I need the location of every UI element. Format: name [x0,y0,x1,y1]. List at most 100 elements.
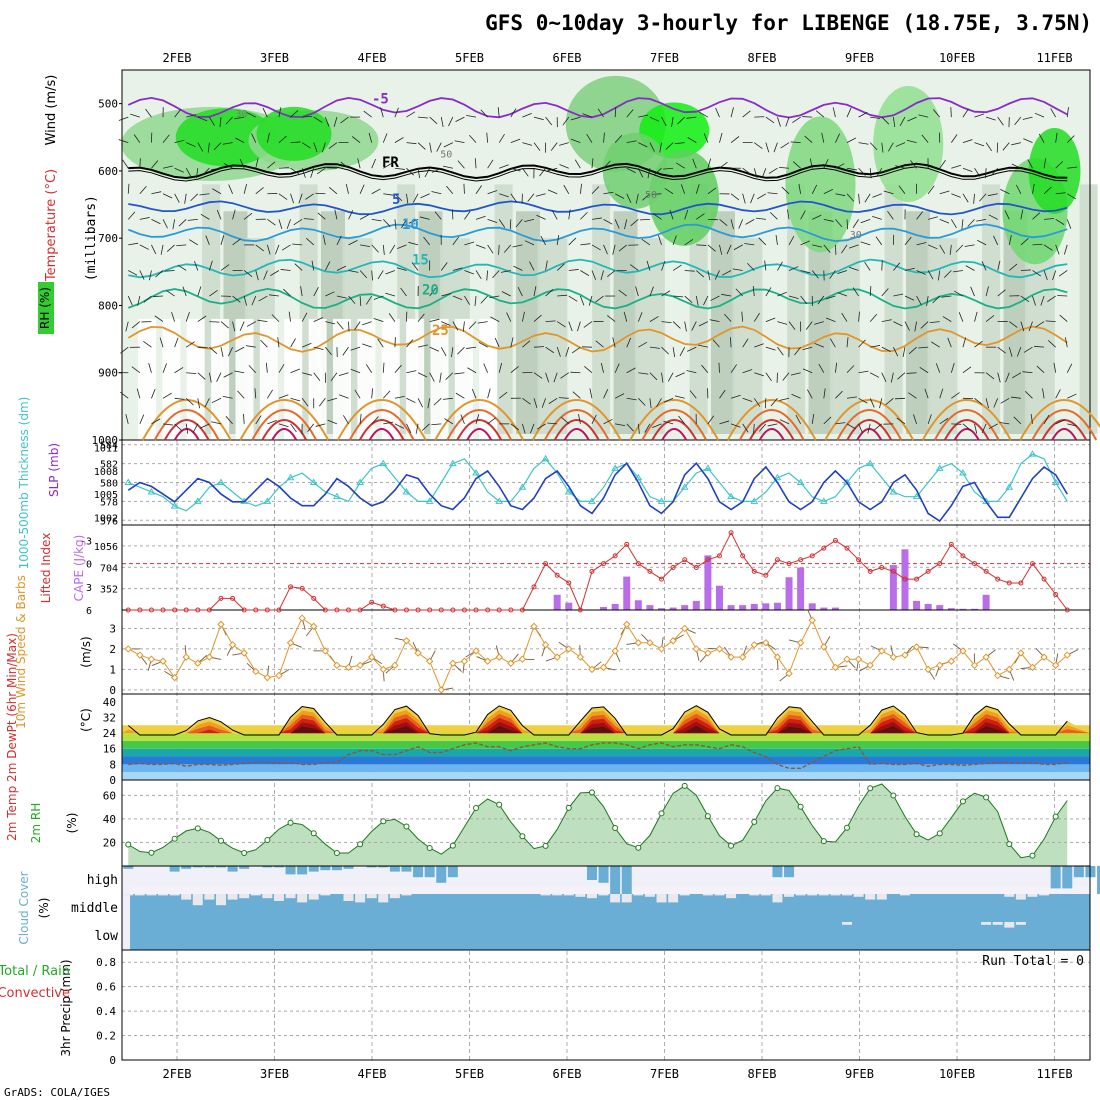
wind-barb [194,260,199,271]
wind-barb [442,165,453,169]
wind-barb [649,316,659,322]
wind-barb [417,398,423,408]
cloud-cell-middle [262,894,273,899]
wind-barb [270,270,280,276]
wind-barb [234,116,245,120]
cape-bar [553,594,561,610]
wind-barb [382,362,385,373]
slp-tick: 1008 [94,467,118,478]
wind-barb [761,168,767,178]
thickness-point [796,478,805,485]
wind-barb [860,241,871,246]
wind-barb [802,346,813,351]
wind-barb [881,346,891,353]
wind-barb [467,367,477,374]
wind-barb [907,116,917,122]
wind-barb [722,270,732,276]
wind-barb [394,337,396,348]
cloud-cell-middle [401,894,412,896]
li-point [1018,580,1024,586]
wind-barb [651,193,662,195]
li-point [589,568,595,574]
wind-barb [935,363,941,373]
wind-barb [663,420,674,425]
wind-barb [881,260,883,271]
wind-barb [315,192,326,195]
wind-barb [464,241,475,246]
wind-barb [1042,388,1045,399]
temp-cell-contour [563,428,590,441]
wind-barb [172,219,176,230]
wind-barb [603,244,608,255]
wind-barb [846,423,856,430]
wind-barb [638,341,648,348]
wind-barb [570,116,581,121]
wind-barb [943,270,952,278]
wind-barb [232,321,236,332]
wind-barb [686,370,697,374]
li-point [1006,580,1012,586]
wind-barb [658,235,662,246]
wind-barb [614,107,617,118]
li-point [508,607,514,613]
wind-barb [510,193,517,203]
wind-barb [274,244,280,255]
wind-barb [818,363,825,373]
wind-barb [794,346,801,356]
wind-barb [962,423,971,431]
wind-barb [714,270,720,280]
wind-barb [869,286,872,297]
wind-tick: 0 [109,684,116,697]
wind-barb [696,213,705,220]
wind-barb [812,244,823,248]
wind-barb [548,397,558,405]
wind-barb [155,270,164,278]
wind-barb [315,423,326,427]
wind-barb [607,315,616,322]
wind-barb [406,370,417,374]
wind-barb [442,397,453,400]
wind-barb [486,270,489,281]
thickness-point [495,497,504,504]
isotherm-15 [128,258,1068,279]
wind-barb [545,289,554,297]
wind-barb [676,162,685,169]
wind-barb [672,235,677,246]
wind10m-point [657,645,666,653]
wind-barb [350,346,361,351]
wind-barb [939,159,946,169]
wind-barb [686,116,697,119]
wind-barb [187,218,198,221]
wind-barb [835,390,843,399]
wind-barb [1004,210,1010,220]
wind-barb [684,238,694,246]
wind-barb [429,116,438,125]
wind-barb [463,183,465,194]
wind-barb [1005,372,1010,383]
rh-dry-pocket [454,318,473,440]
wind10m-point [205,653,214,661]
wind-barb [186,142,196,147]
wind10m-point [704,649,712,657]
wind-barb [431,423,442,426]
wind-barb [301,342,312,348]
thickness-point [1051,478,1060,485]
rh2m-tick: 20 [103,836,116,849]
wind-barb [607,270,616,277]
rh2m-point [820,838,827,845]
isotherm-label-FR: FR [382,155,399,171]
wind-barb [1055,244,1060,255]
wind-barb [547,422,558,425]
wind-barb [290,167,300,175]
cloud-cell-middle [714,894,725,896]
wind-barb [858,423,863,434]
cape-bar [831,607,839,610]
wind-barb [243,212,253,220]
wind-barb [427,398,431,409]
wind-barb [829,270,836,279]
li-point [137,607,143,613]
wind-barb [753,168,758,178]
wind-barb [300,286,303,297]
wind-barb [649,398,652,409]
wind-barb [1047,295,1056,302]
